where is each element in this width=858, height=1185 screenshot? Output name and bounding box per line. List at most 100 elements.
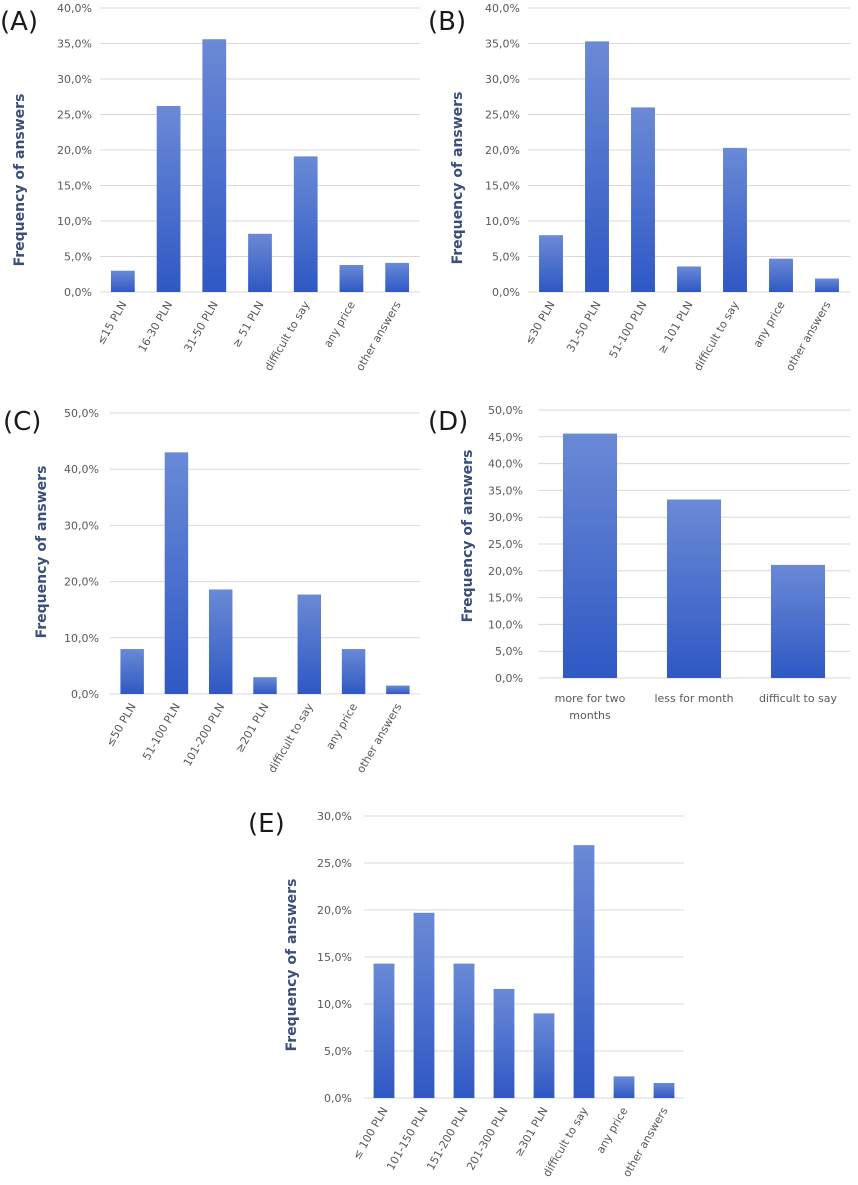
x-tick-label: 101-150 PLN xyxy=(384,1105,430,1173)
x-tick-label: ≤30 PLN xyxy=(522,299,557,347)
bar xyxy=(613,1076,635,1098)
bar xyxy=(573,845,595,1098)
bar xyxy=(110,270,135,292)
y-tick-label: 10,0% xyxy=(64,632,99,645)
y-tick-label: 50,0% xyxy=(488,404,523,417)
bar xyxy=(453,963,475,1098)
y-tick-label: 0,0% xyxy=(492,286,520,299)
bar xyxy=(120,649,144,694)
y-tick-label: 35,0% xyxy=(488,484,523,497)
y-axis-label: Frequency of answers xyxy=(460,450,476,623)
x-tick-label: ≤15 PLN xyxy=(94,299,129,347)
y-tick-label: 45,0% xyxy=(488,431,523,444)
y-tick-label: 15,0% xyxy=(488,592,523,605)
bar xyxy=(373,963,395,1098)
x-tick-label: 31-50 PLN xyxy=(564,299,603,354)
panel-label: (D) xyxy=(428,407,468,437)
y-tick-label: 20,0% xyxy=(64,576,99,589)
y-tick-label: 0,0% xyxy=(71,688,99,701)
y-tick-label: 20,0% xyxy=(57,144,92,157)
bar xyxy=(770,564,826,678)
x-tick-label: ≤50 PLN xyxy=(104,701,139,749)
x-tick-label: 51-100 PLN xyxy=(140,701,183,762)
x-tick-label: ≥201 PLN xyxy=(233,701,272,755)
panel-label: (C) xyxy=(3,407,41,437)
chart-b: (B) Frequency of answers 0,0% 5,0% 10,0% 15… xyxy=(428,2,850,374)
chart-a: (A) Frequency of answers 0,0% 5,0% 10,0% 15… xyxy=(0,2,420,374)
y-tick-label: 5,0% xyxy=(324,1045,352,1058)
x-tick-label: any price xyxy=(321,299,358,350)
bar xyxy=(631,107,655,293)
x-tick-label: difficult to say xyxy=(262,299,313,374)
y-tick-label: 25,0% xyxy=(57,109,92,122)
x-tick-label: 101-200 PLN xyxy=(181,701,227,769)
chart-c: (C) Frequency of answers 0,0% 10,0% 20,0% 3… xyxy=(3,407,420,776)
x-tick-label: ≥301 PLN xyxy=(512,1105,551,1159)
x-tick-label: other answers xyxy=(783,299,834,374)
x-tick-label: 201-300 PLN xyxy=(464,1105,510,1173)
y-tick-label: 35,0% xyxy=(57,38,92,51)
bar xyxy=(156,105,181,292)
y-axis-label: Frequency of answers xyxy=(284,879,300,1052)
y-tick-label: 10,0% xyxy=(317,998,352,1011)
chart-e: (E) Frequency of answers 0,0% 5,0% 10,0% 15… xyxy=(248,809,684,1179)
bar xyxy=(815,278,839,292)
x-tick-label: difficult to say xyxy=(691,299,742,374)
bar xyxy=(585,41,609,293)
x-tick-label: any price xyxy=(323,701,360,752)
y-tick-label: 30,0% xyxy=(57,73,92,86)
y-tick-label: 40,0% xyxy=(57,2,92,15)
panel-label: (B) xyxy=(428,7,466,37)
panel-label: (E) xyxy=(248,809,285,839)
bar xyxy=(386,685,410,694)
x-tick-label: 151-200 PLN xyxy=(424,1105,470,1173)
y-tick-label: 30,0% xyxy=(317,810,352,823)
y-axis-label: Frequency of answers xyxy=(34,466,50,639)
x-tick-label: ≥ 51 PLN xyxy=(230,299,267,350)
bar xyxy=(769,258,793,292)
y-axis-label: Frequency of answers xyxy=(450,92,466,265)
y-tick-label: 15,0% xyxy=(317,951,352,964)
bar xyxy=(341,649,366,694)
x-tick-label: other answers xyxy=(354,701,405,776)
bar xyxy=(164,452,189,694)
x-tick-label: difficult to say xyxy=(759,692,838,705)
x-tick-label: ≤ 100 PLN xyxy=(350,1105,390,1162)
bar xyxy=(723,147,747,292)
bar xyxy=(539,235,563,292)
y-tick-label: 30,0% xyxy=(485,73,520,86)
y-tick-label: 40,0% xyxy=(488,458,523,471)
y-tick-label: 40,0% xyxy=(64,463,99,476)
x-tick-label: any price xyxy=(594,1105,631,1156)
x-tick-label: more for two months xyxy=(555,692,626,722)
panel-label: (A) xyxy=(0,7,38,37)
y-tick-label: 30,0% xyxy=(488,511,523,524)
y-tick-label: 35,0% xyxy=(485,38,520,51)
y-tick-label: 50,0% xyxy=(64,407,99,420)
bar xyxy=(562,433,618,678)
y-tick-label: 20,0% xyxy=(317,904,352,917)
y-tick-label: 40,0% xyxy=(485,2,520,15)
bar xyxy=(297,594,322,694)
bar xyxy=(202,39,227,292)
x-tick-label: ≥ 101 PLN xyxy=(655,299,695,356)
y-tick-label: 5,0% xyxy=(495,645,523,658)
y-tick-label: 10,0% xyxy=(485,215,520,228)
y-tick-label: 0,0% xyxy=(64,286,92,299)
x-tick-label: difficult to say xyxy=(266,701,317,776)
y-tick-label: 10,0% xyxy=(57,215,92,228)
y-tick-label: 25,0% xyxy=(317,857,352,870)
bar xyxy=(208,589,233,694)
y-tick-label: 5,0% xyxy=(492,251,520,264)
bar xyxy=(339,265,364,292)
x-tick-label: 51-100 PLN xyxy=(607,299,650,360)
bar xyxy=(253,677,277,694)
x-tick-label: other answers xyxy=(353,299,404,374)
y-tick-label: 0,0% xyxy=(324,1092,352,1105)
y-tick-label: 20,0% xyxy=(488,565,523,578)
bar xyxy=(385,262,410,292)
y-tick-label: 15,0% xyxy=(485,180,520,193)
x-tick-label: less for month xyxy=(654,692,733,705)
y-tick-label: 0,0% xyxy=(495,672,523,685)
bar xyxy=(677,266,701,292)
